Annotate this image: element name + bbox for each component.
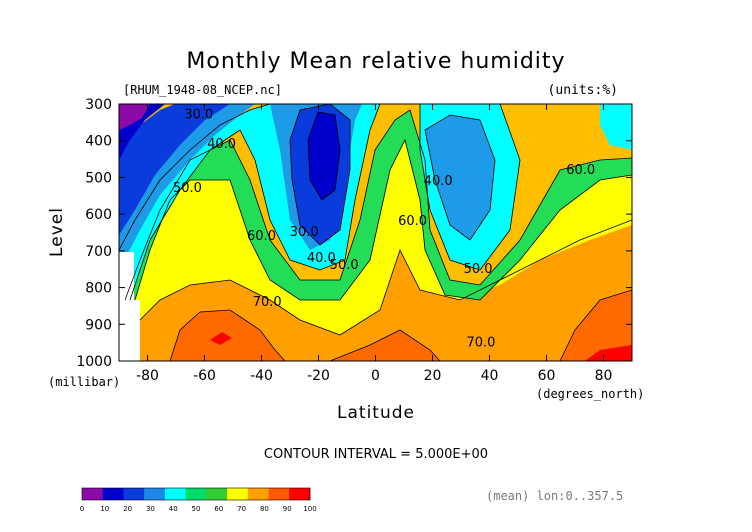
y-units-label: (millibar): [48, 375, 120, 389]
x-tick-label: 80: [595, 368, 613, 384]
y-tick-label: 700: [85, 244, 112, 260]
y-axis: 300 400 500 600 700 800 900 1000: [76, 97, 632, 370]
contour-line: [169, 309, 286, 361]
fill-band-red: [210, 332, 632, 361]
colorbar-swatch: [247, 488, 269, 500]
colorbar-swatch: [289, 488, 311, 500]
contour-label: 50.0: [330, 258, 359, 273]
colorbar: 0 10 20 30 40 50 60 70 80 90 100: [80, 487, 317, 513]
colorbar-swatch: [164, 488, 186, 500]
y-tick-label: 500: [85, 170, 112, 186]
fill-band-green: [125, 110, 632, 361]
contour-fills: [119, 104, 632, 361]
units-label: (units:%): [548, 83, 618, 98]
colorbar-tick-label: 0: [80, 505, 84, 513]
colorbar-swatch: [268, 488, 290, 500]
colorbar-tick-label: 30: [146, 505, 155, 513]
contour-line: [124, 109, 632, 301]
colorbar-tick-label: 90: [283, 505, 292, 513]
contour-label: 50.0: [464, 262, 493, 277]
x-tick-label: -20: [307, 368, 330, 384]
colorbar-swatch: [227, 488, 249, 500]
y-tick-label: 900: [85, 317, 112, 333]
colorbar-frame: [81, 487, 311, 501]
chart-title: Monthly Mean relative humidity: [186, 49, 565, 74]
colorbar-tick-label: 40: [169, 505, 178, 513]
colorbar-swatch: [82, 488, 104, 500]
contour-label: 40.0: [424, 174, 453, 189]
colorbar-tick-label: 60: [214, 505, 223, 513]
footer-note: (mean) lon:0..357.5: [486, 489, 623, 503]
fill-band-blue: [119, 104, 350, 245]
contour-line: [134, 138, 632, 301]
contour-line: [119, 104, 271, 251]
contour-label: 70.0: [253, 295, 282, 310]
contour-line: [289, 104, 351, 246]
plot-area: 30.040.050.060.070.030.040.050.060.040.0…: [118, 103, 633, 362]
y-tick-label: 600: [85, 207, 112, 223]
x-tick-label: 0: [371, 368, 380, 384]
contour-label: 30.0: [290, 225, 319, 240]
x-axis-label: Latitude: [337, 403, 415, 423]
colorbar-tick-label: 10: [100, 505, 109, 513]
contour-label: 40.0: [207, 137, 236, 152]
y-axis-label: Level: [47, 207, 67, 257]
x-tick-label: 60: [538, 368, 556, 384]
y-tick-label: 300: [85, 97, 112, 113]
contour-label: 40.0: [307, 251, 336, 266]
x-tick-label: -60: [193, 368, 216, 384]
y-tick-label: 400: [85, 134, 112, 150]
colorbar-swatch: [144, 488, 166, 500]
colorbar-tick-label: 80: [260, 505, 269, 513]
contour-line: [329, 329, 441, 361]
colorbar-tick-label: 100: [303, 505, 316, 513]
contour-line: [419, 104, 521, 271]
fill-band-purple: [119, 104, 150, 130]
x-tick-label: -80: [136, 368, 159, 384]
contour-label: 70.0: [466, 335, 495, 350]
missing-data-region: [119, 252, 140, 361]
contour-label: 60.0: [566, 163, 595, 178]
y-tick-label: 1000: [76, 354, 112, 370]
file-label: [RHUM_1948-08_NCEP.nc]: [123, 83, 282, 97]
colorbar-tick-label: 50: [192, 505, 201, 513]
x-tick-label: 40: [481, 368, 499, 384]
contour-line: [424, 114, 496, 241]
contour-line: [307, 111, 341, 201]
contour-line: [129, 104, 381, 301]
contour-labels: 30.040.050.060.070.030.040.050.060.040.0…: [173, 108, 595, 351]
fill-band-orange-red: [170, 290, 632, 361]
colorbar-swatch: [185, 488, 207, 500]
fill-band-yellow: [125, 140, 632, 361]
x-axis: -80 -60 -40 -20 0 20 40 60 80: [136, 104, 612, 384]
colorbar-tick-label: 70: [237, 505, 246, 513]
contour-label: 60.0: [398, 214, 427, 229]
contour-label: 60.0: [247, 229, 276, 244]
y-tick-label: 800: [85, 281, 112, 297]
colorbar-swatch: [206, 488, 228, 500]
contour-line: [139, 219, 632, 336]
contour-lines: [119, 104, 632, 361]
colorbar-swatch: [102, 488, 124, 500]
fill-band-orange-dark: [135, 220, 632, 361]
contour-line: [559, 289, 632, 361]
x-tick-label: -40: [250, 368, 273, 384]
fill-band-cyan: [119, 104, 632, 330]
contour-label: 50.0: [173, 181, 202, 196]
colorbar-tick-label: 20: [123, 505, 132, 513]
colorbar-swatch: [123, 488, 145, 500]
contour-label: 30.0: [184, 108, 213, 123]
x-units-label: (degrees_north): [536, 387, 644, 401]
x-tick-label: 20: [424, 368, 442, 384]
contour-interval-label: CONTOUR INTERVAL = 5.000E+00: [264, 447, 488, 462]
